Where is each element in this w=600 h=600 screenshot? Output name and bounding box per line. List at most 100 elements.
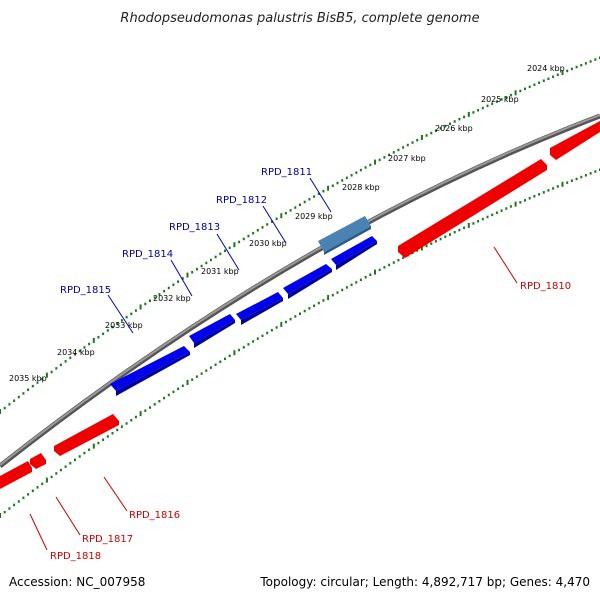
minor-tick <box>392 261 395 264</box>
minor-tick <box>64 360 67 363</box>
gene-rpd-1810[interactable] <box>398 159 547 258</box>
major-tick <box>186 272 189 278</box>
gene-rpd-1814[interactable] <box>189 314 235 343</box>
minor-tick <box>388 153 391 157</box>
minor-tick <box>331 293 334 297</box>
minor-tick <box>134 415 137 419</box>
minor-tick <box>163 396 166 400</box>
major-tick <box>92 337 95 343</box>
minor-tick <box>477 220 480 223</box>
minor-tick <box>125 315 128 319</box>
minor-tick <box>134 309 137 312</box>
minor-tick <box>402 256 405 259</box>
kbp-label: 2027 kbp <box>388 154 426 163</box>
major-tick <box>280 213 283 219</box>
minor-tick <box>439 237 442 241</box>
gene-rpd-1812[interactable] <box>283 264 332 294</box>
minor-tick <box>3 510 6 514</box>
kbp-label: 2024 kbp <box>527 64 565 73</box>
minor-tick <box>481 106 484 110</box>
minor-tick <box>13 503 16 507</box>
minor-tick <box>106 329 109 332</box>
minor-tick <box>191 271 194 274</box>
gene-label-rpd-1816[interactable]: RPD_1816 <box>129 510 180 521</box>
gene-rpd-1810b[interactable] <box>550 121 600 160</box>
minor-tick <box>463 115 466 119</box>
minor-tick <box>289 209 292 212</box>
minor-tick <box>144 302 147 306</box>
minor-tick <box>294 315 297 318</box>
gene-rpd-1813[interactable] <box>236 292 283 320</box>
outer-tick-track <box>0 56 600 414</box>
minor-tick <box>350 174 353 177</box>
minor-tick <box>397 258 400 262</box>
minor-tick <box>538 193 541 196</box>
minor-tick <box>97 336 100 339</box>
minor-tick <box>172 283 175 286</box>
minor-tick <box>13 399 16 402</box>
gene-label-rpd-1813[interactable]: RPD_1813 <box>169 222 220 233</box>
leader-line <box>29 513 48 551</box>
gene-label-rpd-1814[interactable]: RPD_1814 <box>122 249 173 260</box>
minor-tick <box>439 127 442 130</box>
gene-label-rpd-1818[interactable]: RPD_1818 <box>50 551 101 562</box>
minor-tick <box>149 406 151 409</box>
minor-tick <box>594 170 597 173</box>
minor-tick <box>341 288 344 292</box>
gene-rpd-1817[interactable] <box>30 453 46 469</box>
major-tick <box>92 443 95 449</box>
minor-tick <box>303 200 306 204</box>
minor-tick <box>528 85 531 89</box>
minor-tick <box>505 96 508 99</box>
minor-tick <box>31 489 34 493</box>
minor-tick <box>434 129 437 132</box>
minor-tick <box>252 340 255 343</box>
minor-tick <box>158 400 161 403</box>
minor-tick <box>116 322 119 325</box>
minor-tick <box>181 384 184 387</box>
minor-tick <box>453 120 456 123</box>
minor-tick <box>575 65 578 69</box>
gene-rpd-1811-selected-shade <box>324 226 371 255</box>
minor-tick <box>299 312 301 315</box>
minor-tick <box>369 273 372 276</box>
gene-label-rpd-1811[interactable]: RPD_1811 <box>261 167 312 178</box>
minor-tick <box>294 206 297 209</box>
minor-tick <box>205 369 208 372</box>
minor-tick <box>486 104 489 108</box>
gene-rpd-1811-fwd[interactable] <box>331 236 377 265</box>
minor-tick <box>224 357 226 361</box>
minor-tick <box>580 175 583 179</box>
minor-tick <box>200 372 203 375</box>
minor-tick <box>430 131 433 135</box>
minor-tick <box>444 235 447 238</box>
minor-tick <box>542 79 545 82</box>
minor-tick <box>167 393 170 397</box>
gene-label-rpd-1817[interactable]: RPD_1817 <box>82 534 133 545</box>
minor-tick <box>111 325 114 329</box>
minor-tick <box>589 60 592 63</box>
minor-tick <box>402 146 405 149</box>
kbp-label: 2033 kbp <box>105 321 143 330</box>
gene-rpd-1818[interactable] <box>0 461 32 489</box>
major-tick <box>327 295 330 300</box>
minor-tick <box>228 354 231 358</box>
leader-line <box>216 233 240 271</box>
minor-tick <box>149 299 151 302</box>
minor-tick <box>355 281 358 284</box>
minor-tick <box>261 334 264 338</box>
minor-tick <box>575 177 578 181</box>
gene-label-rpd-1810[interactable]: RPD_1810 <box>520 281 571 292</box>
minor-tick <box>547 77 550 80</box>
minor-tick <box>270 220 273 223</box>
gene-rpd-1815[interactable] <box>110 346 190 391</box>
gene-rpd-1816[interactable] <box>54 414 119 456</box>
minor-tick <box>519 201 522 204</box>
minor-tick <box>303 309 306 313</box>
gene-rpd-1811-selected[interactable] <box>318 216 371 252</box>
minor-tick <box>589 172 592 175</box>
minor-tick <box>22 392 25 395</box>
gene-label-rpd-1815[interactable]: RPD_1815 <box>60 285 111 296</box>
gene-label-rpd-1812[interactable]: RPD_1812 <box>216 195 267 206</box>
minor-tick <box>364 166 367 169</box>
